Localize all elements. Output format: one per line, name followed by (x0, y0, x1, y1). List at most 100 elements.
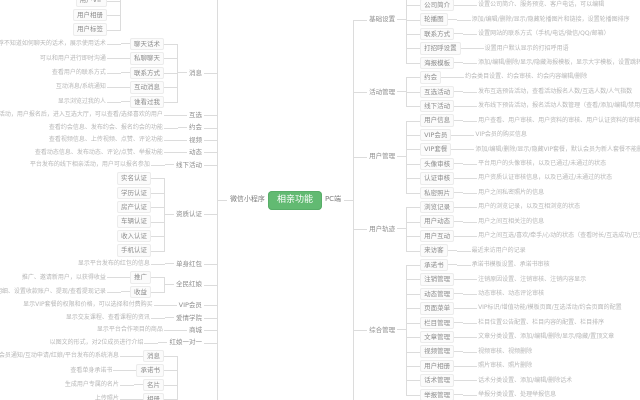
topic[interactable]: 联系方式 (420, 27, 455, 41)
connector-stub (177, 151, 187, 153)
topic[interactable]: 认证审核 (420, 172, 455, 185)
topic[interactable]: 收入认证 (116, 229, 151, 243)
topic-node: 页面菜单 VIP标识/增值功能/模板页面/互选活动/约会页面的配置 (420, 301, 623, 315)
connector-stub (454, 307, 464, 309)
branch: 房产认证 (116, 200, 165, 215)
topic[interactable]: 单身红包 (175, 259, 202, 268)
topic[interactable]: VIP套餐 (420, 143, 452, 156)
topic[interactable]: 收益 (129, 285, 151, 299)
topic[interactable]: 话术管理 (420, 374, 455, 387)
topic[interactable]: 公司简介 (420, 0, 455, 12)
topic[interactable]: 打招呼设置 (420, 42, 461, 55)
topic-children: 设置用户默认显示的打招呼用语 (469, 44, 570, 54)
branch: 用户资质认证审核信息，以及已通过/未通过的状态 (463, 173, 613, 183)
topic[interactable]: 海报模板 (420, 56, 455, 70)
topic[interactable]: 文章管理 (420, 330, 455, 344)
topic[interactable]: 基础设置 (369, 15, 396, 24)
branch: 收益 查看收益明细、设置收款账户、提现/查看提现记录 (0, 284, 165, 299)
topic[interactable]: 轮播图 (420, 13, 448, 26)
topic[interactable]: 用户信息 (420, 114, 455, 127)
topic[interactable]: 互选活动 (420, 85, 455, 98)
topic[interactable]: 用户互动 (420, 229, 455, 243)
topic[interactable]: 视频 (188, 135, 202, 144)
topic[interactable]: 互选 (188, 110, 202, 119)
topic-node: 动态 查看动态信息、发布动态、评论/点赞、举报功能 (34, 146, 204, 158)
topic[interactable]: VIP会员 (178, 301, 202, 310)
topic[interactable]: 联系方式 (129, 66, 164, 80)
topic[interactable]: PC端 (324, 195, 342, 204)
topic[interactable]: 车辆认证 (116, 215, 151, 228)
branch: 约会 查看约会信息、发布约会、报名约会的功能 (0, 121, 218, 135)
topic[interactable]: 承诺书 (136, 364, 164, 377)
topic-note: 查看约会信息、发布约会、报名约会的功能 (48, 123, 163, 131)
topic[interactable]: 资质认证 (175, 210, 202, 219)
topic[interactable]: 聊天话术 (129, 37, 164, 51)
topic[interactable]: 名片 (142, 378, 164, 392)
topic[interactable]: 用户标签 (72, 23, 107, 36)
topic[interactable]: 商城 (188, 325, 202, 334)
topic[interactable]: 私密照片 (420, 186, 455, 199)
topic-children: 已认证信息基本资料相亲宣言用户VIP用户相册用户标签 (66, 0, 121, 37)
topic[interactable]: 私聊聊天 (129, 52, 164, 65)
topic[interactable]: 用户动态 (420, 215, 455, 228)
topic[interactable]: 全民红娘 (175, 280, 202, 289)
center-topic[interactable]: 相亲功能 (267, 190, 322, 210)
topic-node: 用户信息 用户查看、用户审核、用户资料的审核、用户认证资料的审核、注销设置 (420, 113, 640, 127)
branch: 用户相册 (66, 7, 121, 23)
topic[interactable]: 学历认证 (116, 186, 151, 199)
topic[interactable]: 综合管理 (369, 325, 396, 334)
topic[interactable]: 用户相册 (420, 359, 455, 373)
topic[interactable]: 注销管理 (420, 273, 455, 286)
topic[interactable]: 来访客 (420, 244, 448, 257)
topic[interactable]: 用户VIP (75, 0, 107, 7)
topic[interactable]: 消息 (142, 349, 164, 363)
topic[interactable]: 页面菜单 (420, 302, 455, 315)
branch: 收入认证 (116, 228, 165, 244)
topic[interactable]: 微信小程序 (229, 195, 265, 204)
topic[interactable]: 谁看过我 (129, 95, 164, 108)
topic[interactable]: 互动消息 (129, 81, 164, 94)
branch: 聊天话术 系统推荐不知道如何聊天的话术，展示使用话术 (0, 37, 178, 52)
topic[interactable]: 动态管理 (420, 287, 455, 301)
branch: 约会 约会类目设置、约会审核、约会内容编辑/删除 (406, 70, 640, 85)
topic[interactable]: 头像审核 (420, 157, 455, 171)
topic[interactable]: 实名认证 (116, 172, 151, 185)
branch: 注销原因设置、注销审核、注销内容显示 (463, 275, 587, 285)
topic[interactable]: 爱情学院 (175, 313, 202, 322)
topic[interactable]: 栏目管理 (420, 316, 455, 329)
topic-note: 发布互选预告活动，查看活动报名人数/互选人数/人气指数 (478, 87, 633, 95)
topic[interactable]: 线下活动 (420, 99, 455, 113)
topic-children: 推广、邀请新用户，以获得收益 (21, 273, 121, 283)
topic[interactable]: 约会 (420, 71, 442, 84)
topic[interactable]: VIP会员 (420, 128, 452, 142)
topic-node: 红娘一对一 以图文的形式，对2位成员进行介绍 (49, 336, 204, 348)
topic[interactable]: 推广 (129, 271, 151, 284)
topic[interactable]: 手机认证 (116, 244, 151, 257)
topic-node: 单身红包 显示平台发布的红包的信息 (77, 258, 204, 270)
topic[interactable]: 房产认证 (116, 201, 151, 214)
topic[interactable]: 相册 (142, 393, 164, 400)
topic[interactable]: 用户管理 (369, 152, 396, 161)
connector-stub (164, 263, 174, 265)
topic-note: 设置用户默认显示的打招呼用语 (484, 44, 569, 52)
connector-stub (460, 47, 470, 49)
topic[interactable]: 视频管理 (420, 345, 455, 358)
topic-node: 用户相册 照片审核、照片删除 (420, 359, 533, 373)
topic-note: 设置网站的联系方式（手机/电话/微信/QQ/邮箱） (478, 30, 610, 38)
topic[interactable]: 用户轨迹 (369, 224, 396, 233)
topic-note: 平台用户的头像审核，以及已通过/未通过的状态 (478, 160, 607, 167)
topic[interactable]: 线下活动 (175, 160, 202, 169)
branch: 生成用户专属的名片 (64, 380, 134, 390)
topic[interactable]: 红娘一对一 (169, 338, 202, 347)
topic[interactable]: 动态 (188, 148, 202, 157)
topic[interactable]: 承诺书 (420, 258, 448, 272)
topic[interactable]: 活动管理 (369, 87, 396, 96)
topic[interactable]: 消息 (188, 68, 202, 77)
branch: 用户信息 用户查看、用户审核、用户资料的审核、用户认证资料的审核、注销设置 (406, 113, 640, 129)
topic[interactable]: 举报管理 (420, 388, 455, 400)
topic-node: 动态管理 动态审核、动态评论审核 (420, 287, 545, 301)
topic[interactable]: 用户相册 (72, 8, 107, 22)
topic-node: 承诺书 承诺书模板设置、承诺书审核 (420, 258, 551, 272)
topic[interactable]: 约会 (188, 123, 202, 132)
topic[interactable]: 浏览记录 (420, 201, 455, 214)
